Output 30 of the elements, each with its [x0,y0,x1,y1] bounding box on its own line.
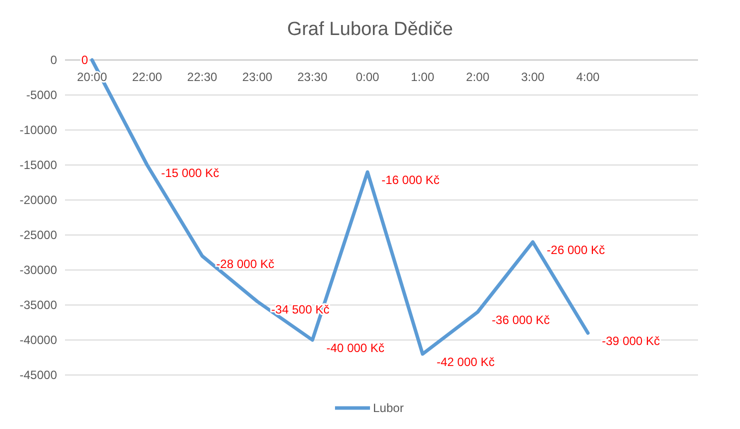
x-tick-label: 23:30 [297,70,328,84]
x-tick-label: 0:00 [356,70,380,84]
data-label: -28 000 Kč [216,257,274,271]
y-tick-label: -5000 [26,88,58,102]
data-label: -40 000 Kč [326,341,384,355]
data-label: -26 000 Kč [546,243,605,257]
data-label: -36 000 Kč [492,313,550,327]
chart-title: Graf Lubora Dědiče [287,19,453,40]
y-tick-label: -20000 [20,193,58,207]
data-label: 0 [81,53,88,67]
x-tick-label: 22:30 [187,70,218,84]
x-tick-label: 23:00 [242,70,273,84]
y-tick-label: -40000 [20,333,58,347]
legend-label: Lubor [373,401,404,415]
y-tick-label: -25000 [20,228,58,242]
data-label: -42 000 Kč [436,355,495,369]
y-tick-label: -45000 [20,368,58,382]
y-tick-label: -30000 [20,263,58,277]
x-tick-label: 4:00 [576,70,600,84]
y-tick-label: -10000 [20,123,58,137]
data-label: -39 000 Kč [602,334,660,348]
x-tick-label: 3:00 [521,70,545,84]
x-tick-label: 22:00 [132,70,162,84]
x-tick-label: 2:00 [466,70,490,84]
data-label: -15 000 Kč [161,166,220,180]
x-tick-label: 1:00 [410,70,435,84]
data-label: -16 000 Kč [382,173,440,187]
y-tick-label: -35000 [20,298,58,312]
y-tick-label: -15000 [20,158,58,172]
y-tick-label: 0 [50,53,58,67]
